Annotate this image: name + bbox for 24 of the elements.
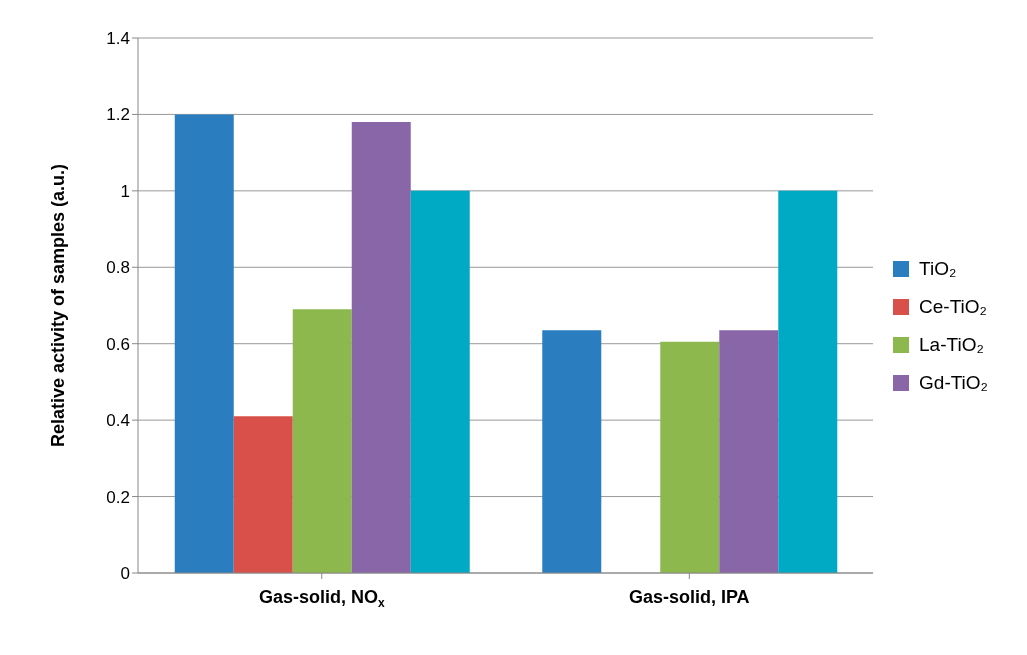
y-tick-label: 1.4 — [106, 29, 130, 49]
bar — [351, 122, 411, 573]
y-tick-label: 0.8 — [106, 258, 130, 278]
legend-label: Gd-TiO₂ — [919, 371, 988, 394]
y-tick-label: 1 — [120, 181, 130, 201]
bar — [542, 330, 602, 573]
bar — [719, 330, 779, 573]
y-tick-label: 0.4 — [106, 411, 130, 431]
legend-label: Ce-TiO₂ — [919, 295, 987, 318]
x-tick-label: Gas-solid, NO$_{x}$ — [258, 587, 385, 610]
y-tick-label: 0 — [120, 564, 130, 584]
y-tick-label: 0.6 — [106, 334, 130, 354]
bar — [292, 309, 352, 573]
bar — [660, 341, 720, 573]
bar — [233, 416, 293, 573]
bar — [778, 190, 838, 573]
y-tick-label: 1.2 — [106, 105, 130, 125]
legend-label: TiO₂ — [919, 257, 957, 280]
y-axis-title: Relative activity of samples (a.u.) — [48, 163, 69, 448]
bar — [410, 190, 470, 573]
bar — [174, 114, 234, 573]
y-tick-label: 0.2 — [106, 487, 130, 507]
x-tick-label: Gas-solid, IPA — [628, 587, 750, 607]
legend-label: La-TiO₂ — [919, 333, 984, 356]
